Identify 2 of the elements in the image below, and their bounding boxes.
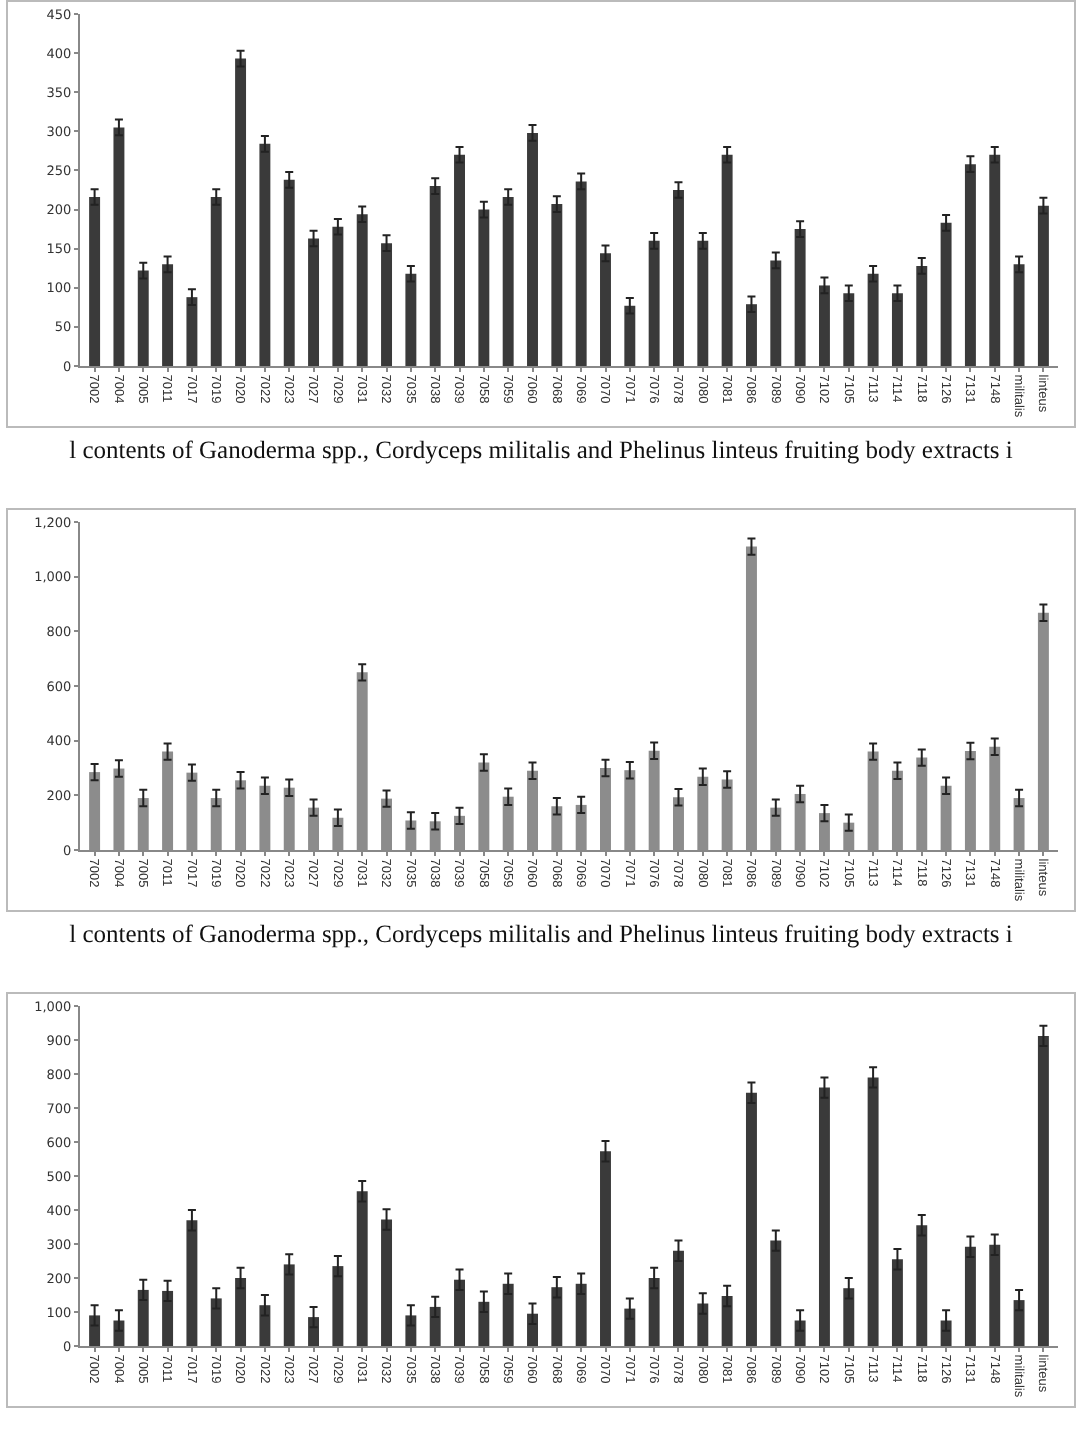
text: l contents of Ganoderma spp., Cordyceps militalis and Phelinus linteus fruiting body extracts i xyxy=(67,918,1015,952)
text: l contents of Ganoderma spp., Cordyceps militalis and Phelinus linteus fruiting body extracts i xyxy=(67,434,1015,468)
